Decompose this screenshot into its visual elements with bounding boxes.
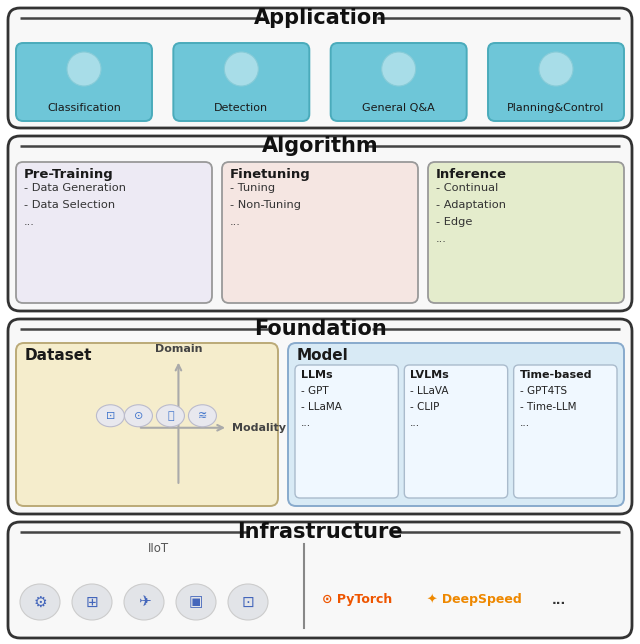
Text: LVLMs: LVLMs	[410, 370, 449, 380]
FancyBboxPatch shape	[222, 162, 418, 303]
FancyBboxPatch shape	[404, 365, 508, 498]
Text: Detection: Detection	[214, 103, 268, 113]
Text: ⚙: ⚙	[33, 594, 47, 609]
Text: ≋: ≋	[198, 411, 207, 421]
Text: - GPT4TS: - GPT4TS	[520, 386, 567, 396]
Circle shape	[539, 52, 573, 86]
Text: - LLaVA: - LLaVA	[410, 386, 449, 396]
Text: ▣: ▣	[189, 594, 203, 609]
Text: Inference: Inference	[436, 167, 507, 180]
Text: Finetuning: Finetuning	[230, 167, 311, 180]
Text: ...: ...	[552, 594, 566, 607]
Text: Planning&Control: Planning&Control	[508, 103, 605, 113]
Circle shape	[67, 52, 101, 86]
Text: ...: ...	[520, 418, 530, 428]
Text: - Edge: - Edge	[436, 217, 472, 227]
FancyBboxPatch shape	[295, 365, 398, 498]
Text: Dataset: Dataset	[25, 348, 93, 363]
Circle shape	[225, 52, 259, 86]
Text: Model: Model	[297, 348, 349, 363]
FancyBboxPatch shape	[488, 43, 624, 121]
FancyBboxPatch shape	[173, 43, 309, 121]
Text: Algorithm: Algorithm	[262, 136, 378, 156]
Ellipse shape	[176, 584, 216, 620]
FancyBboxPatch shape	[288, 343, 624, 506]
Text: ...: ...	[301, 418, 311, 428]
Text: - Tuning: - Tuning	[230, 183, 275, 193]
Text: Classification: Classification	[47, 103, 121, 113]
FancyBboxPatch shape	[428, 162, 624, 303]
Ellipse shape	[124, 584, 164, 620]
Text: Modality: Modality	[232, 422, 286, 433]
FancyBboxPatch shape	[331, 43, 467, 121]
FancyBboxPatch shape	[8, 522, 632, 638]
Text: - Continual: - Continual	[436, 183, 499, 193]
Text: ✦ DeepSpeed: ✦ DeepSpeed	[427, 594, 522, 607]
Text: ⊡: ⊡	[242, 594, 254, 609]
Text: - Data Selection: - Data Selection	[24, 200, 115, 210]
Text: - Adaptation: - Adaptation	[436, 200, 506, 210]
Text: ⫶: ⫶	[167, 411, 173, 421]
Text: ...: ...	[230, 217, 241, 227]
Text: - CLIP: - CLIP	[410, 402, 440, 412]
Ellipse shape	[72, 584, 112, 620]
Text: Infrastructure: Infrastructure	[237, 522, 403, 542]
Text: ⊡: ⊡	[106, 411, 115, 421]
FancyBboxPatch shape	[16, 162, 212, 303]
Text: ⊙ PyTorch: ⊙ PyTorch	[322, 594, 392, 607]
Text: - GPT: - GPT	[301, 386, 328, 396]
Text: LLMs: LLMs	[301, 370, 333, 380]
FancyBboxPatch shape	[8, 319, 632, 514]
Circle shape	[381, 52, 415, 86]
Ellipse shape	[20, 584, 60, 620]
Text: - Time-LLM: - Time-LLM	[520, 402, 576, 412]
FancyBboxPatch shape	[8, 8, 632, 128]
Text: ⊞: ⊞	[86, 594, 99, 609]
Text: ⊙: ⊙	[134, 411, 143, 421]
Text: General Q&A: General Q&A	[362, 103, 435, 113]
Text: IIoT: IIoT	[147, 542, 168, 554]
Text: - Data Generation: - Data Generation	[24, 183, 126, 193]
Text: - LLaMA: - LLaMA	[301, 402, 342, 412]
Text: Pre-Training: Pre-Training	[24, 167, 114, 180]
Text: - Non-Tuning: - Non-Tuning	[230, 200, 301, 210]
Text: Application: Application	[253, 8, 387, 28]
FancyBboxPatch shape	[514, 365, 617, 498]
Ellipse shape	[188, 405, 216, 427]
Text: ...: ...	[410, 418, 420, 428]
Text: Foundation: Foundation	[253, 319, 387, 339]
Text: ...: ...	[24, 217, 35, 227]
Text: ...: ...	[436, 234, 447, 244]
Text: Domain: Domain	[155, 344, 202, 354]
Ellipse shape	[124, 405, 152, 427]
Ellipse shape	[156, 405, 184, 427]
Ellipse shape	[228, 584, 268, 620]
FancyBboxPatch shape	[8, 136, 632, 311]
Text: Time-based: Time-based	[520, 370, 592, 380]
FancyBboxPatch shape	[16, 43, 152, 121]
Ellipse shape	[97, 405, 124, 427]
Text: ✈: ✈	[138, 594, 150, 609]
FancyBboxPatch shape	[16, 343, 278, 506]
